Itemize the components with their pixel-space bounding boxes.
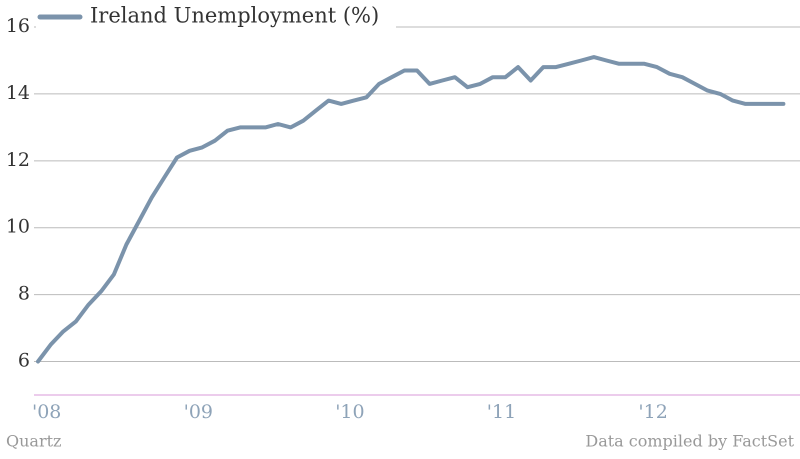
source-right: Data compiled by FactSet [585, 432, 794, 451]
y-tick-label: 14 [6, 82, 30, 104]
y-tick-label: 6 [18, 350, 30, 372]
y-tick-label: 16 [6, 15, 30, 37]
legend-label: Ireland Unemployment (%) [90, 4, 379, 28]
x-tick-label: '10 [335, 401, 364, 423]
series-line [36, 55, 786, 364]
x-tick-label: '11 [487, 401, 516, 423]
y-tick-label: 8 [18, 283, 30, 305]
legend-bg [36, 5, 396, 29]
x-tick-label: '08 [32, 401, 61, 423]
source-left: Quartz [6, 432, 61, 451]
x-tick-label: '09 [184, 401, 213, 423]
y-tick-label: 10 [6, 216, 30, 238]
y-tick-label: 12 [6, 149, 30, 171]
x-tick-label: '12 [638, 401, 667, 423]
